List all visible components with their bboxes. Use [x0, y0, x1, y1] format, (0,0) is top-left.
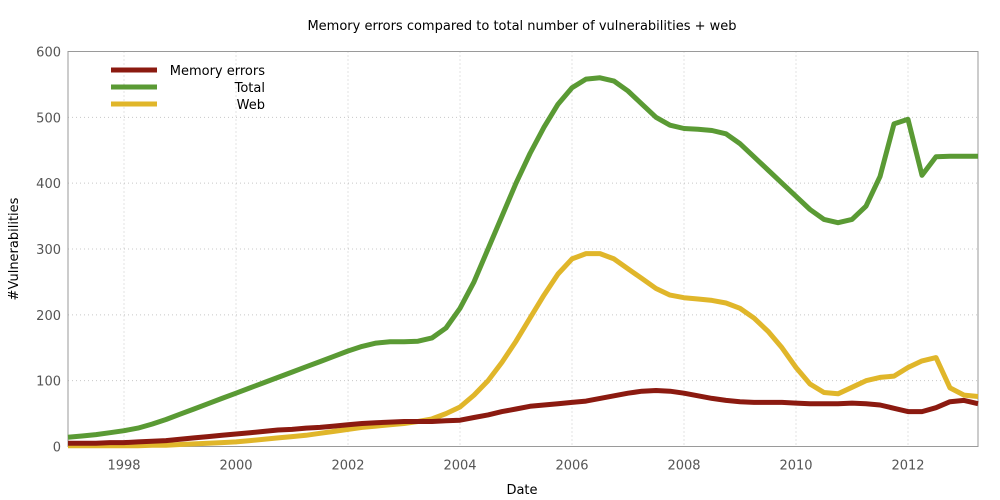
plot-frame [67, 51, 979, 447]
x-tick-label: 1998 [107, 459, 140, 474]
legend-label: Memory errors [170, 64, 265, 79]
y-tick-label: 300 [36, 243, 61, 258]
chart-title: Memory errors compared to total number o… [307, 19, 736, 34]
y-tick-label: 600 [36, 46, 61, 61]
x-axis-label: Date [506, 483, 537, 498]
x-tick-label: 2010 [779, 459, 812, 474]
series-line-total [67, 75, 978, 440]
x-tick-label: 2000 [219, 459, 252, 474]
y-tick-label: 0 [53, 441, 61, 456]
y-tick-label: 200 [36, 309, 61, 324]
y-tick-label: 500 [36, 111, 61, 126]
series-line-web [68, 251, 979, 449]
y-tick-label: 100 [36, 375, 61, 390]
legend-label: Web [237, 98, 265, 113]
y-axis-ticks: 0 100 200 300 400 500 600 [36, 46, 61, 456]
x-tick-label: 2002 [331, 459, 364, 474]
legend-label: Total [234, 81, 265, 96]
x-axis-ticks: 1998 2000 2002 2004 2006 2008 2010 2012 [107, 459, 924, 474]
y-axis-label: #Vulnerabilities [7, 197, 22, 300]
series-line-memory-errors [68, 388, 979, 446]
series-lines [67, 75, 979, 449]
x-tick-label: 2006 [555, 459, 588, 474]
y-tick-label: 400 [36, 177, 61, 192]
x-tick-label: 2004 [443, 459, 476, 474]
grid [68, 51, 978, 447]
legend: Memory errors Total Web [111, 64, 265, 113]
x-tick-label: 2008 [667, 459, 700, 474]
x-tick-label: 2012 [891, 459, 924, 474]
